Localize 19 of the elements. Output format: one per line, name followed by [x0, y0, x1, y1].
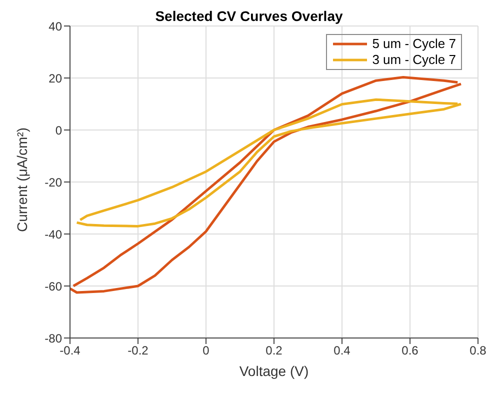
- x-tick-label: -0.2: [128, 344, 149, 358]
- x-tick-label: 0.6: [402, 344, 419, 358]
- y-tick-label: -80: [44, 331, 62, 346]
- legend-label: 5 um - Cycle 7: [372, 36, 456, 52]
- y-tick-label: 20: [48, 71, 62, 86]
- x-tick-label: 0.2: [266, 344, 283, 358]
- y-tick-label: -20: [44, 175, 62, 190]
- x-tick-label: 0: [202, 344, 210, 358]
- y-tick-label: 40: [48, 19, 62, 34]
- y-axis-title: Current (μA/cm²): [14, 127, 30, 232]
- chart-title: Selected CV Curves Overlay: [155, 8, 343, 24]
- y-tick-label: -60: [44, 279, 62, 294]
- x-tick-label: -0.4: [60, 344, 81, 358]
- y-tick-label: 0: [55, 123, 62, 138]
- legend-label: 3 um - Cycle 7: [372, 52, 456, 68]
- x-tick-label: 0.8: [470, 344, 487, 358]
- y-tick-label: -40: [44, 227, 62, 242]
- x-axis-title: Voltage (V): [239, 363, 309, 379]
- x-tick-label: 0.4: [334, 344, 351, 358]
